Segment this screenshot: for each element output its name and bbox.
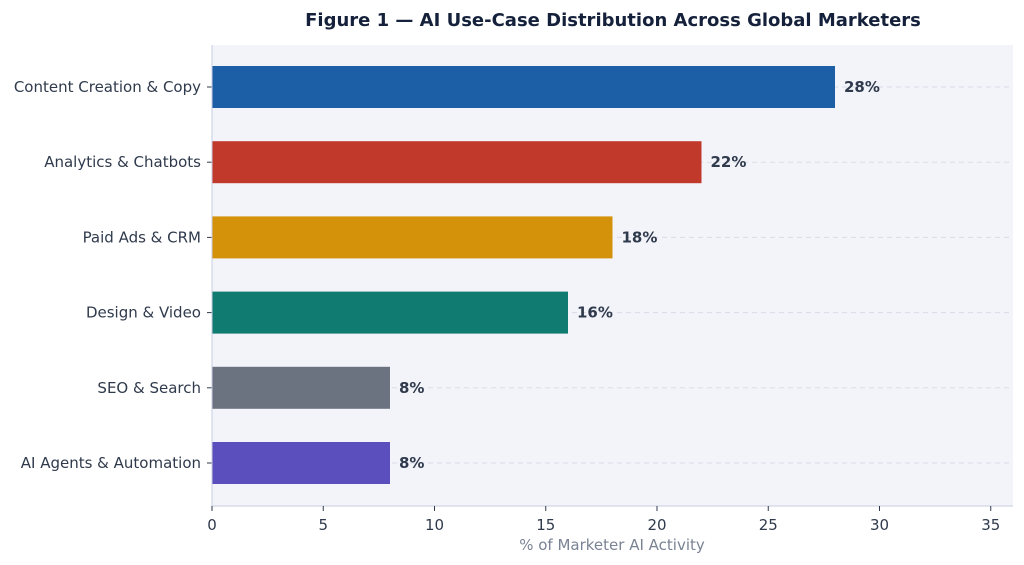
bar <box>212 442 390 484</box>
value-label: 18% <box>622 228 658 246</box>
value-label: 22% <box>711 153 747 171</box>
bar <box>212 141 702 184</box>
bar <box>212 366 390 409</box>
x-tick-label: 0 <box>207 516 217 534</box>
x-tick-label: 5 <box>318 516 328 534</box>
bars: Content Creation & Copy 28% Analytics & Ch… <box>14 66 880 484</box>
plot-area <box>212 45 1013 506</box>
category-label: Analytics & Chatbots <box>44 153 201 171</box>
x-tick-label: 10 <box>425 516 444 534</box>
category-label: AI Agents & Automation <box>21 454 201 472</box>
x-tick-label: 15 <box>536 516 555 534</box>
bar <box>212 216 613 259</box>
x-tick-label: 30 <box>870 516 889 534</box>
category-label: SEO & Search <box>97 379 201 397</box>
x-axis-label: % of Marketer AI Activity <box>519 536 705 554</box>
value-label: 28% <box>844 78 880 96</box>
category-label: Design & Video <box>86 304 201 322</box>
category-label: Content Creation & Copy <box>14 78 201 96</box>
value-label: 8% <box>399 454 424 472</box>
x-tick-label: 25 <box>759 516 778 534</box>
chart-title: Figure 1 — AI Use-Case Distribution Acro… <box>305 10 921 31</box>
value-label: 8% <box>399 379 424 397</box>
x-tick-label: 20 <box>647 516 666 534</box>
value-label: 16% <box>577 304 613 322</box>
bar <box>212 291 568 334</box>
bar <box>212 66 835 108</box>
category-label: Paid Ads & CRM <box>83 228 201 246</box>
x-ticks: 0 5 10 15 20 25 30 35 <box>207 506 1000 534</box>
x-tick-label: 35 <box>981 516 1000 534</box>
